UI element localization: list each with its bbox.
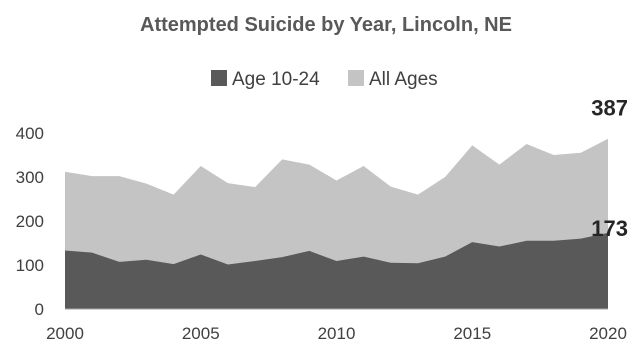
- axis-ticks: 0 100 200 300 400 2000 2005 2010 2015 2020: [16, 124, 627, 343]
- legend: Age 10-24 All Ages: [211, 69, 438, 90]
- legend-swatch-age-10-24: [211, 70, 227, 86]
- value-callouts: 387 173: [591, 96, 628, 241]
- x-tick-label: 2010: [318, 324, 356, 343]
- legend-label-age-10-24: Age 10-24: [232, 69, 320, 90]
- y-tick-label: 0: [35, 300, 44, 319]
- area-series-age-10-24: [65, 232, 608, 309]
- value-callout-all-ages: 387: [591, 96, 628, 121]
- x-tick-label: 2020: [589, 324, 627, 343]
- x-tick-label: 2000: [46, 324, 84, 343]
- legend-swatch-all-ages: [348, 70, 364, 86]
- value-callout-age-10-24: 173: [591, 216, 628, 241]
- y-tick-label: 200: [16, 212, 44, 231]
- y-tick-label: 300: [16, 168, 44, 187]
- x-tick-label: 2015: [453, 324, 491, 343]
- chart-title: Attempted Suicide by Year, Lincoln, NE: [140, 14, 512, 36]
- y-tick-label: 100: [16, 256, 44, 275]
- legend-label-all-ages: All Ages: [369, 69, 438, 90]
- plot-area: [65, 138, 608, 310]
- x-tick-label: 2005: [182, 324, 220, 343]
- y-tick-label: 400: [16, 124, 44, 143]
